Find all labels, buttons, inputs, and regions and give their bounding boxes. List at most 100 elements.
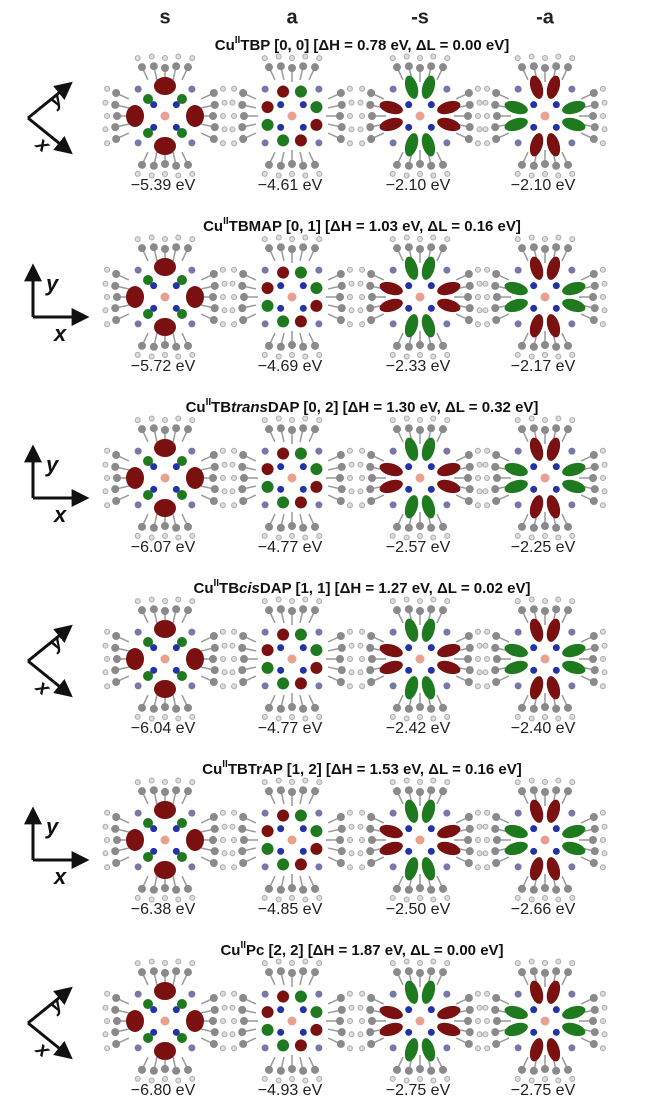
carbon-atom bbox=[465, 497, 473, 505]
copper-atom bbox=[161, 1017, 170, 1026]
orbital-lobe bbox=[309, 1004, 324, 1019]
meso-atom bbox=[515, 86, 522, 93]
nitrogen-atom bbox=[428, 667, 435, 674]
carbon-atom bbox=[552, 243, 560, 251]
meso-atom bbox=[315, 1044, 322, 1051]
hydrogen-atom bbox=[556, 778, 561, 783]
carbon-atom bbox=[288, 245, 296, 253]
molecule bbox=[358, 416, 482, 540]
hydrogen-atom bbox=[556, 416, 561, 421]
carbon-atom bbox=[111, 847, 119, 855]
carbon-atom bbox=[465, 270, 473, 278]
hydrogen-atom bbox=[163, 896, 168, 901]
carbon-atom bbox=[238, 644, 246, 652]
orbital-energy: −2.25 eV bbox=[511, 539, 576, 556]
hydrogen-atom bbox=[262, 237, 267, 242]
carbon-atom bbox=[210, 1040, 218, 1048]
hydrogen-atom bbox=[103, 851, 108, 856]
orbital-lobe bbox=[436, 1003, 462, 1021]
carbon-atom bbox=[439, 704, 447, 712]
carbon-atom bbox=[311, 968, 319, 976]
title-segment: TBTrAP [1, 2] [ΔH = 1.53 eV, ΔL = 0.16 e… bbox=[228, 761, 522, 778]
hydrogen-atom bbox=[222, 1032, 227, 1037]
hydrogen-atom bbox=[602, 489, 607, 494]
orbital-lobe bbox=[527, 494, 545, 520]
hydrogen-atom bbox=[570, 1076, 575, 1081]
nitrogen-atom bbox=[428, 463, 435, 470]
hydrogen-atom bbox=[190, 780, 195, 785]
hydrogen-atom bbox=[190, 961, 195, 966]
carbon-atom bbox=[138, 1066, 146, 1074]
carbon-atom bbox=[277, 705, 285, 713]
hydrogen-atom bbox=[600, 267, 605, 272]
carbon-atom bbox=[111, 101, 119, 109]
meso-atom bbox=[262, 86, 269, 93]
carbon-atom bbox=[311, 244, 319, 252]
hydrogen-atom bbox=[515, 418, 520, 423]
carbon-atom bbox=[493, 836, 501, 844]
carbon-atom bbox=[112, 994, 120, 1002]
orbital-lobe bbox=[503, 1003, 529, 1021]
carbon-atom bbox=[552, 605, 560, 613]
meso-atom bbox=[515, 629, 522, 636]
carbon-atom bbox=[416, 788, 424, 796]
carbon-atom bbox=[564, 63, 572, 71]
hydrogen-atom bbox=[431, 959, 436, 964]
hydrogen-atom bbox=[349, 1005, 354, 1010]
hydrogen-atom bbox=[418, 780, 423, 785]
orbital-lobe bbox=[309, 280, 324, 295]
carbon-atom bbox=[184, 1066, 192, 1074]
hydrogen-atom bbox=[600, 86, 605, 91]
hydrogen-atom bbox=[176, 416, 181, 421]
molecule bbox=[103, 416, 227, 540]
carbon-atom bbox=[184, 244, 192, 252]
carbon-atom bbox=[465, 451, 473, 459]
hydrogen-atom bbox=[220, 865, 225, 870]
carbon-atom bbox=[239, 316, 247, 324]
orbital-lobe bbox=[527, 856, 545, 882]
hydrogen-atom bbox=[543, 534, 548, 539]
carbon-atom bbox=[337, 1040, 345, 1048]
carbon-atom bbox=[367, 678, 375, 686]
hydrogen-atom bbox=[360, 684, 365, 689]
orbital-lobe bbox=[402, 798, 420, 824]
carbon-atom bbox=[439, 787, 447, 795]
carbon-atom bbox=[210, 678, 218, 686]
orbital-lobe bbox=[378, 822, 404, 840]
orbital-lobe bbox=[436, 460, 462, 478]
hydrogen-atom bbox=[418, 418, 423, 423]
carbon-atom bbox=[564, 342, 572, 350]
hydrogen-atom bbox=[390, 56, 395, 61]
hydrogen-atom bbox=[222, 127, 227, 132]
hydrogen-atom bbox=[483, 824, 488, 829]
meso-atom bbox=[568, 501, 575, 508]
hydrogen-atom bbox=[529, 778, 534, 783]
orbital-energy: −4.69 eV bbox=[258, 358, 323, 375]
carbon-atom bbox=[427, 967, 435, 975]
meso-atom bbox=[443, 501, 450, 508]
hydrogen-atom bbox=[475, 448, 480, 453]
hydrogen-atom bbox=[602, 643, 607, 648]
orbital-lobe bbox=[544, 617, 562, 643]
meso-atom bbox=[135, 320, 142, 327]
meso-atom bbox=[390, 682, 397, 689]
hydrogen-atom bbox=[483, 1005, 488, 1010]
carbon-atom bbox=[336, 112, 344, 120]
carbon-atom bbox=[311, 704, 319, 712]
orbital-lobe bbox=[293, 857, 308, 872]
carbon-atom bbox=[265, 606, 273, 614]
nitrogen-atom bbox=[300, 1029, 307, 1036]
nitrogen-atom bbox=[530, 848, 537, 855]
carbon-atom bbox=[367, 451, 375, 459]
hydrogen-atom bbox=[543, 780, 548, 785]
hydrogen-atom bbox=[222, 281, 227, 286]
hydrogen-atom bbox=[600, 448, 605, 453]
carbon-atom bbox=[299, 62, 307, 70]
orbital-lobe bbox=[275, 627, 290, 642]
orbital-lobe bbox=[402, 494, 420, 520]
hydrogen-atom bbox=[477, 281, 482, 286]
carbon-atom bbox=[337, 316, 345, 324]
hydrogen-atom bbox=[360, 295, 365, 300]
orbital-lobe bbox=[561, 460, 587, 478]
meso-atom bbox=[315, 991, 322, 998]
